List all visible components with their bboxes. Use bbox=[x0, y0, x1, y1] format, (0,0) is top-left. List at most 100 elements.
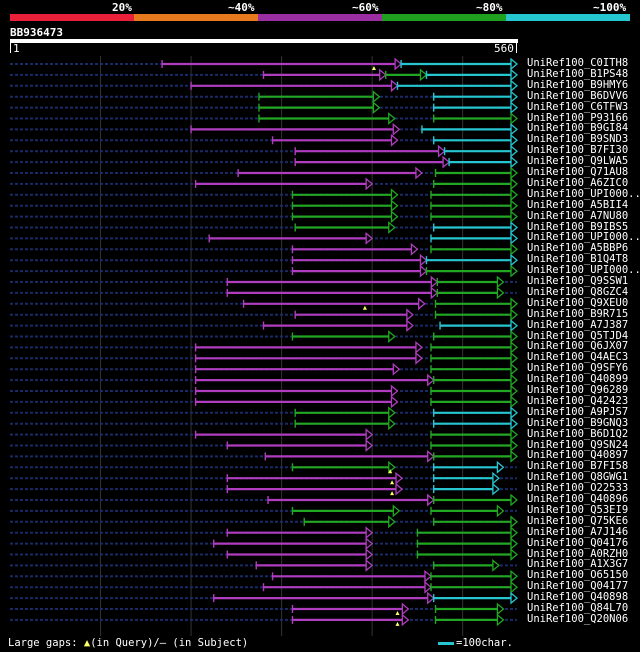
hit-label[interactable]: UniRef100_Q8GWG1 bbox=[527, 471, 629, 484]
hit-label[interactable]: UniRef100_Q04176 bbox=[527, 536, 629, 549]
hsp-end-arrow bbox=[510, 264, 519, 278]
hsp-end-arrow bbox=[510, 123, 519, 136]
hsp-end-arrow bbox=[430, 286, 439, 300]
hsp-end-arrow bbox=[510, 319, 519, 332]
hit-label[interactable]: UniRef100_B9R715 bbox=[527, 307, 629, 320]
hit-label[interactable]: UniRef100_B1Q4T8 bbox=[527, 253, 629, 266]
hsp-end-arrow bbox=[410, 242, 419, 256]
hit-label[interactable]: UniRef100_B6DVV6 bbox=[527, 89, 629, 102]
hit-label[interactable]: UniRef100_B6D1Q2 bbox=[527, 427, 629, 440]
hit-label[interactable]: UniRef100_Q8GZC4 bbox=[527, 285, 629, 298]
hit-label[interactable]: UniRef100_A9PJS7 bbox=[527, 405, 629, 418]
hsp-end-arrow bbox=[510, 406, 519, 420]
hsp-end-arrow bbox=[510, 155, 519, 169]
hsp-end-arrow bbox=[496, 602, 505, 616]
hit-label[interactable]: UniRef100_Q9XEU0 bbox=[527, 296, 629, 309]
hsp-end-arrow bbox=[372, 90, 381, 104]
hsp-end-arrow bbox=[510, 308, 519, 322]
hsp-end-arrow bbox=[406, 308, 414, 322]
hit-label[interactable]: UniRef100_Q20N06 bbox=[527, 612, 629, 625]
hsp-end-arrow bbox=[418, 297, 426, 311]
hit-label[interactable]: UniRef100_Q96289 bbox=[527, 384, 629, 396]
legend-segment-100 bbox=[506, 14, 630, 21]
hit-label[interactable]: UniRef100_B9SND3 bbox=[527, 133, 629, 146]
hit-label[interactable]: UniRef100_Q9LWA5 bbox=[527, 155, 629, 168]
hsp-end-arrow bbox=[390, 384, 399, 398]
hit-label[interactable]: UniRef100_Q04177 bbox=[527, 580, 629, 593]
hit-label[interactable]: UniRef100_Q5TJD4 bbox=[527, 329, 629, 342]
hsp-end-arrow bbox=[419, 264, 428, 278]
hit-label[interactable]: UniRef100_Q9SN24 bbox=[527, 438, 629, 451]
hit-label[interactable]: UniRef100_B7FI58 bbox=[527, 460, 629, 473]
hit-label[interactable]: UniRef100_UPI000.. bbox=[527, 231, 640, 244]
hsp-end-arrow bbox=[365, 548, 374, 561]
query-gap-marker bbox=[395, 621, 400, 626]
scale-end: 560 bbox=[494, 42, 514, 55]
hit-label[interactable]: UniRef100_Q40897 bbox=[527, 449, 629, 462]
hit-label[interactable]: UniRef100_B9IBS5 bbox=[527, 220, 629, 233]
legend-label-40: ~40% bbox=[228, 1, 255, 14]
hsp-end-arrow bbox=[510, 362, 519, 376]
hit-label[interactable]: UniRef100_UPI000.. bbox=[527, 264, 640, 277]
query-gap-marker bbox=[390, 480, 395, 485]
hit-label[interactable]: UniRef100_A7J387 bbox=[527, 318, 629, 331]
hsp-end-arrow bbox=[365, 177, 374, 191]
hit-label[interactable]: UniRef100_A1X3G7 bbox=[527, 558, 629, 571]
hit-label[interactable]: UniRef100_Q84L70 bbox=[527, 602, 629, 614]
hsp-end-arrow bbox=[510, 373, 519, 387]
hit-label[interactable]: UniRef100_O65150 bbox=[527, 569, 629, 582]
hit-label[interactable]: UniRef100_Q6JX07 bbox=[527, 340, 629, 353]
hit-label[interactable]: UniRef100_B9GNQ3 bbox=[527, 416, 629, 429]
hit-label[interactable]: UniRef100_B7FI30 bbox=[527, 144, 629, 157]
hsp-end-arrow bbox=[510, 232, 519, 245]
hit-label[interactable]: UniRef100_UPI000.. bbox=[527, 187, 640, 200]
hit-label[interactable]: UniRef100_Q4AEC3 bbox=[527, 351, 629, 364]
hsp-end-arrow bbox=[510, 68, 519, 82]
hsp-end-arrow bbox=[372, 101, 381, 114]
hsp-end-arrow bbox=[390, 199, 399, 213]
hsp-end-arrow bbox=[510, 144, 519, 158]
hsp-end-arrow bbox=[510, 57, 519, 71]
hsp-end-arrow bbox=[510, 210, 519, 223]
hit-label[interactable]: UniRef100_C0ITH8 bbox=[527, 57, 629, 69]
hsp-end-arrow bbox=[390, 133, 399, 147]
hsp-end-arrow bbox=[388, 406, 396, 420]
hit-label[interactable]: UniRef100_A5BBP6 bbox=[527, 242, 629, 255]
hit-label[interactable]: UniRef100_O22533 bbox=[527, 482, 629, 495]
hsp-end-arrow bbox=[510, 351, 519, 365]
hsp-end-arrow bbox=[510, 199, 519, 213]
scale-start-tick bbox=[10, 43, 11, 53]
hit-label[interactable]: UniRef100_Q53EI9 bbox=[527, 503, 629, 516]
hsp-end-arrow bbox=[510, 493, 519, 507]
hit-label[interactable]: UniRef100_Q71AU8 bbox=[527, 166, 629, 178]
hsp-end-arrow bbox=[492, 559, 500, 572]
hsp-end-arrow bbox=[510, 591, 519, 605]
hit-label[interactable]: UniRef100_Q40898 bbox=[527, 591, 629, 604]
hit-label[interactable]: UniRef100_Q42423 bbox=[527, 394, 629, 407]
hit-label[interactable]: UniRef100_Q75KE6 bbox=[527, 514, 629, 527]
hsp-end-arrow bbox=[388, 515, 396, 529]
hsp-end-arrow bbox=[419, 68, 428, 82]
hit-label[interactable]: UniRef100_A0RZH0 bbox=[527, 547, 629, 560]
hit-label[interactable]: UniRef100_A6ZIC0 bbox=[527, 176, 629, 189]
hit-label[interactable]: UniRef100_Q9SFY6 bbox=[527, 362, 629, 375]
hsp-end-arrow bbox=[496, 460, 505, 474]
hit-label[interactable]: UniRef100_A7NU80 bbox=[527, 209, 629, 222]
hit-label[interactable]: UniRef100_A7J146 bbox=[527, 525, 629, 538]
hit-label[interactable]: UniRef100_Q40899 bbox=[527, 373, 629, 386]
hsp-end-arrow bbox=[365, 428, 374, 441]
hsp-end-arrow bbox=[401, 602, 410, 616]
alignment-graphic bbox=[10, 56, 519, 636]
query-gap-marker bbox=[371, 66, 376, 70]
hsp-end-arrow bbox=[510, 188, 519, 202]
hit-label[interactable]: UniRef100_B9GI84 bbox=[527, 122, 629, 135]
hit-label[interactable]: UniRef100_P93166 bbox=[527, 111, 629, 124]
hit-label[interactable]: UniRef100_A5BII4 bbox=[527, 198, 629, 211]
hit-label[interactable]: UniRef100_B9HMY6 bbox=[527, 78, 629, 91]
hsp-end-arrow bbox=[365, 559, 374, 572]
hit-label[interactable]: UniRef100_Q40896 bbox=[527, 493, 629, 505]
hit-label[interactable]: UniRef100_Q9SSW1 bbox=[527, 275, 629, 287]
hit-label[interactable]: UniRef100_C6TFW3 bbox=[527, 100, 629, 113]
hsp-end-arrow bbox=[427, 591, 435, 605]
hit-label[interactable]: UniRef100_B1PS48 bbox=[527, 67, 629, 80]
